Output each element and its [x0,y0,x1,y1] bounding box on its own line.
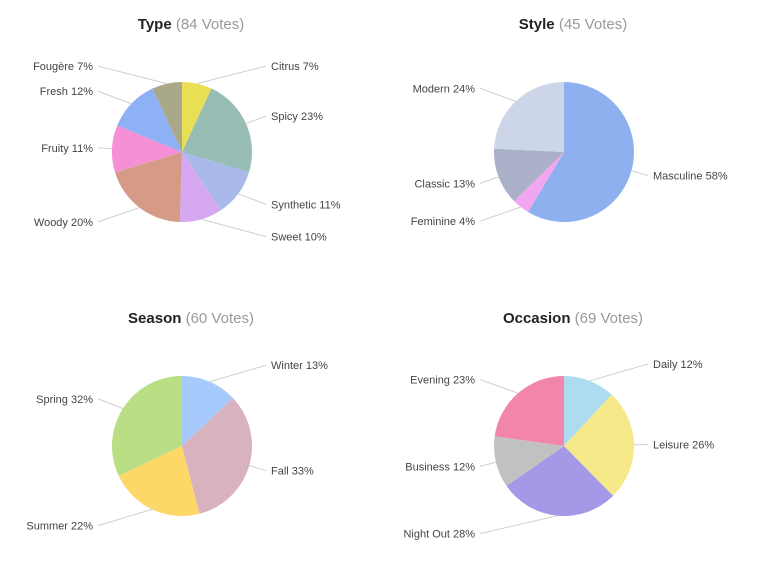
leader-line [480,177,499,183]
slice-label: Leisure 26% [653,440,714,452]
pie-svg-occasion: Daily 12% Leisure 26% Night Out 28% Busines… [382,294,764,584]
leader-line [98,66,167,84]
leader-line [631,171,648,176]
slice-label: Fougère 7% [33,61,93,73]
slice-label: Evening 23% [410,375,475,387]
pie-svg-style: Masculine 58% Feminine 4% Classic 13% Moder… [382,0,764,290]
slice-label: Business 12% [405,461,475,473]
leader-line [480,462,496,466]
leader-line [480,380,518,394]
slice-label: Spicy 23% [271,111,323,123]
slice-label: Woody 20% [34,217,93,229]
slice-label: Modern 24% [413,83,476,95]
leader-line [480,207,521,221]
leader-line [246,116,266,123]
leader-line [590,364,648,381]
leader-line [98,509,152,525]
slice-label: Summer 22% [26,521,93,533]
slice-label: Feminine 4% [411,216,475,228]
slice-label: Winter 13% [271,360,328,372]
leader-line [480,516,557,534]
pie-slice-evening[interactable] [495,376,564,446]
pie-slice-modern[interactable] [494,82,564,152]
slice-label: Sweet 10% [271,232,327,244]
pie-chart-season: Season (60 Votes) Winter 13%Fall 33%Summ… [0,294,382,584]
slice-label: Fruity 11% [41,143,93,155]
slice-label: Fresh 12% [40,86,93,98]
slice-label: Synthetic 11% [271,199,341,211]
pie-chart-style: Style (45 Votes) Masculine 58%Feminine 4… [382,0,764,290]
slice-label: Masculine 58% [653,170,728,182]
leader-line [98,148,112,149]
leader-line [98,399,123,409]
slice-label: Spring 32% [36,394,93,406]
slice-label: Fall 33% [271,466,314,478]
leader-line [98,208,139,222]
slice-label: Night Out 28% [403,529,475,541]
leader-line [238,194,266,205]
slice-label: Citrus 7% [271,61,319,73]
leader-line [201,219,266,236]
slice-label: Classic 13% [414,178,475,190]
pie-svg-type: Citrus 7% Spicy 23% Synthetic 11% Sweet 10%… [0,0,382,290]
pie-svg-season: Winter 13% Fall 33% Summer 22% Spring 32% [0,294,382,584]
leader-line [480,88,516,101]
pie-chart-type: Type (84 Votes) Citrus 7%Spicy 23%Synthe… [0,0,382,290]
leader-line [197,66,266,84]
leader-line [249,466,266,471]
slice-label: Daily 12% [653,359,703,371]
leader-line [98,91,131,103]
leader-line [210,365,266,382]
pie-chart-occasion: Occasion (69 Votes) Daily 12%Leisure 26%… [382,294,764,584]
